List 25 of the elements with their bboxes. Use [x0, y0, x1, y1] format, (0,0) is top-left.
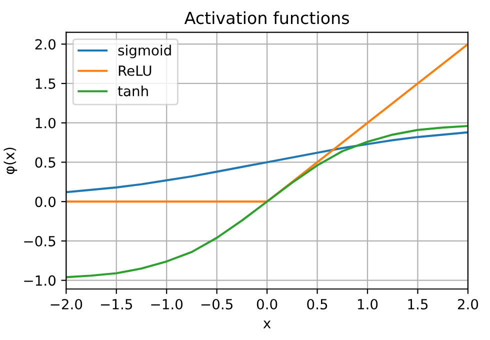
x-axis-title: x — [263, 320, 271, 328]
x-tick-label: 0.5 — [307, 298, 328, 310]
y-tick-label: 1.0 — [36, 118, 56, 128]
legend-label: sigmoid — [118, 44, 171, 58]
legend-label: tanh — [118, 86, 148, 96]
line-series — [66, 43, 468, 203]
x-tick-label: −2.0 — [50, 298, 82, 310]
y-tick-label: 2.0 — [35, 39, 56, 50]
line-series — [66, 131, 468, 194]
x-tick-label: 1.5 — [408, 299, 428, 310]
x-tick-label: −1.5 — [100, 299, 132, 310]
x-tick-label: 1.0 — [358, 298, 378, 310]
x-tick-label: 0.0 — [256, 298, 278, 310]
y-tick-label: 0.5 — [35, 157, 56, 168]
y-tick-label: 0.0 — [35, 196, 56, 208]
y-tick-label: −1.0 — [24, 275, 56, 286]
chart-title: Activation functions — [184, 11, 349, 24]
legend-label: ReLU — [118, 66, 152, 76]
y-axis-title: φ(x) — [4, 148, 18, 174]
y-tick-label: −0.5 — [24, 236, 56, 246]
line-series — [66, 124, 468, 278]
y-tick-label: 1.5 — [36, 78, 56, 89]
x-tick-label: 2.0 — [458, 298, 478, 310]
x-tick-label: −1.0 — [151, 298, 183, 310]
x-tick-label: −0.5 — [201, 298, 232, 310]
